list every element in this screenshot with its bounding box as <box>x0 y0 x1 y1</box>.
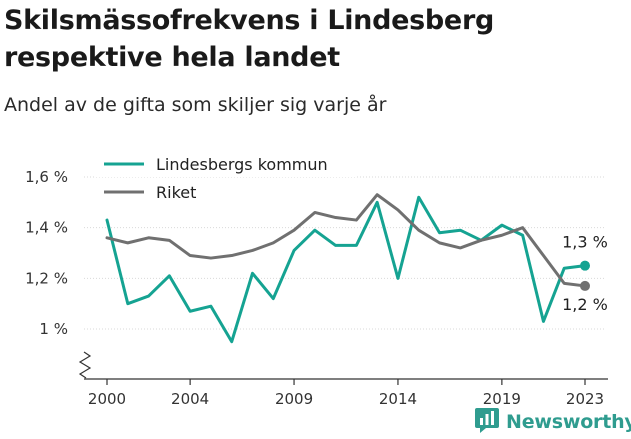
axes: 1 % 1,2 % 1,4 % 1,6 % 2000 2004 2009 2014 2019 20… <box>25 168 608 408</box>
end-value-label: 1,2 % <box>562 295 608 314</box>
y-tick-label: 1 % <box>39 320 68 338</box>
labels: 1,3 % 1,2 % <box>562 233 608 314</box>
x-tick-label: 2023 <box>566 390 604 408</box>
y-tick-label: 1,4 % <box>25 219 68 237</box>
y-tick-label: 1,6 % <box>25 168 68 186</box>
x-tick-label: 2000 <box>88 390 126 408</box>
y-tick-label: 1,2 % <box>25 269 68 287</box>
chart-subtitle: Andel av de gifta som skiljer sig varje … <box>4 94 387 116</box>
x-tick-label: 2004 <box>171 390 209 408</box>
series-line-lindesberg <box>105 195 587 344</box>
axis-break-icon <box>78 351 92 379</box>
legend-label: Lindesbergs kommun <box>156 155 328 174</box>
x-tick-label: 2014 <box>379 390 417 408</box>
series-end-point <box>580 280 590 291</box>
legend-label: Riket <box>156 183 196 202</box>
series-end-point <box>580 260 590 271</box>
x-tick-label: 2009 <box>275 390 313 408</box>
brand-name: Newsworthy <box>506 411 631 433</box>
newsworthy-logo-icon <box>474 407 500 437</box>
end-value-label: 1,3 % <box>562 233 608 252</box>
series-lines <box>105 193 590 344</box>
chart-title: Skilsmässofrekvens i Lindesberg respekti… <box>4 5 494 73</box>
newsworthy-brand: Newsworthy <box>474 407 631 437</box>
legend: Lindesbergs kommun Riket <box>96 151 356 205</box>
x-tick-label: 2019 <box>483 390 521 408</box>
series-line-riket <box>105 193 587 288</box>
